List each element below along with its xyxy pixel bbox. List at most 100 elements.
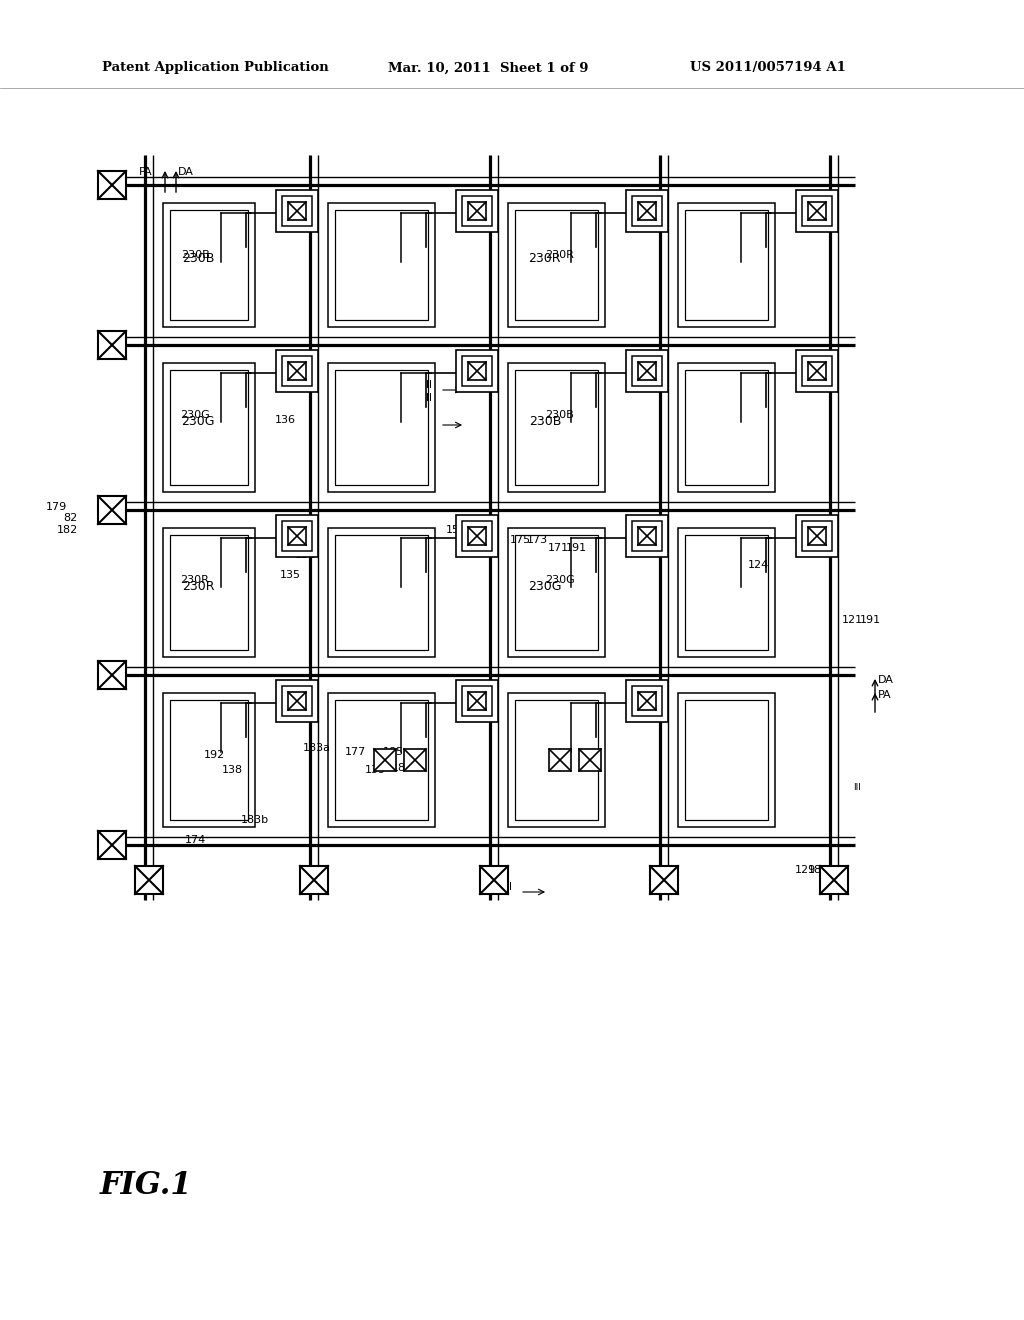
Bar	[98, 172, 126, 199]
Bar	[632, 686, 662, 715]
Bar	[328, 363, 435, 492]
Bar	[796, 515, 838, 557]
Bar	[632, 356, 662, 385]
Text: 230R: 230R	[180, 576, 210, 585]
Bar	[335, 370, 428, 484]
Bar	[549, 748, 571, 771]
Text: 230G: 230G	[528, 579, 561, 593]
Text: 192: 192	[204, 750, 225, 760]
Bar	[300, 866, 328, 894]
Bar	[685, 370, 768, 484]
Text: 230R: 230R	[528, 252, 561, 265]
Bar	[462, 195, 492, 226]
Text: 179: 179	[46, 502, 67, 512]
Text: 230G: 230G	[181, 414, 215, 428]
Text: 136: 136	[274, 414, 296, 425]
Text: 191: 191	[860, 615, 881, 624]
Text: Patent Application Publication: Patent Application Publication	[102, 62, 329, 74]
Bar	[638, 202, 656, 220]
Bar	[678, 203, 775, 327]
Text: US 2011/0057194 A1: US 2011/0057194 A1	[690, 62, 846, 74]
Bar	[276, 350, 318, 392]
Bar	[328, 528, 435, 657]
Bar	[170, 210, 248, 319]
Text: 230G: 230G	[545, 576, 574, 585]
Text: II: II	[426, 380, 432, 389]
Bar	[276, 680, 318, 722]
Bar	[808, 527, 826, 545]
Bar	[282, 195, 312, 226]
Text: FIG.1: FIG.1	[100, 1170, 193, 1200]
Bar	[288, 202, 306, 220]
Bar	[515, 535, 598, 649]
Text: 230B: 230B	[182, 252, 214, 265]
Bar	[135, 866, 163, 894]
Text: Mar. 10, 2011  Sheet 1 of 9: Mar. 10, 2011 Sheet 1 of 9	[388, 62, 589, 74]
Bar	[802, 356, 831, 385]
Text: 135: 135	[280, 570, 300, 579]
Bar	[508, 528, 605, 657]
Bar	[328, 203, 435, 327]
Text: 175: 175	[510, 535, 531, 545]
Bar	[508, 363, 605, 492]
Text: 181: 181	[808, 865, 829, 875]
Bar	[282, 686, 312, 715]
Bar	[468, 692, 486, 710]
Bar	[335, 210, 428, 319]
Bar	[282, 356, 312, 385]
Bar	[98, 331, 126, 359]
Bar	[626, 350, 668, 392]
Bar	[335, 700, 428, 820]
Bar	[468, 362, 486, 380]
Text: II: II	[426, 393, 432, 403]
Bar	[808, 362, 826, 380]
Bar	[638, 692, 656, 710]
Text: 173: 173	[527, 535, 548, 545]
Bar	[508, 203, 605, 327]
Bar	[288, 692, 306, 710]
Bar	[282, 521, 312, 550]
Bar	[328, 693, 435, 828]
Text: 171: 171	[548, 543, 569, 553]
Bar	[288, 527, 306, 545]
Bar	[515, 370, 598, 484]
Text: 230R: 230R	[181, 579, 214, 593]
Bar	[170, 370, 248, 484]
Text: 230B: 230B	[180, 249, 209, 260]
Text: 174: 174	[184, 836, 206, 845]
Bar	[808, 202, 826, 220]
Bar	[796, 350, 838, 392]
Bar	[163, 528, 255, 657]
Bar	[638, 362, 656, 380]
Bar	[98, 832, 126, 859]
Text: III: III	[853, 784, 861, 792]
Bar	[163, 693, 255, 828]
Text: 230R: 230R	[546, 249, 574, 260]
Bar	[98, 661, 126, 689]
Bar	[678, 363, 775, 492]
Bar	[678, 528, 775, 657]
Bar	[276, 190, 318, 232]
Bar	[638, 527, 656, 545]
Bar	[288, 362, 306, 380]
Bar	[515, 210, 598, 319]
Text: 137: 137	[465, 366, 485, 375]
Text: 230B: 230B	[528, 414, 561, 428]
Text: 131: 131	[295, 550, 315, 560]
Text: 177: 177	[344, 747, 366, 756]
Text: 138: 138	[222, 766, 243, 775]
Text: 139: 139	[365, 766, 386, 775]
Bar	[802, 521, 831, 550]
Bar	[632, 521, 662, 550]
Text: 154: 154	[445, 525, 467, 535]
Text: 129: 129	[795, 865, 816, 875]
Text: 121: 121	[842, 615, 863, 624]
Bar	[650, 866, 678, 894]
Bar	[678, 693, 775, 828]
Bar	[796, 190, 838, 232]
Bar	[626, 680, 668, 722]
Bar	[820, 866, 848, 894]
Text: 81: 81	[820, 865, 835, 875]
Bar	[335, 535, 428, 649]
Bar	[626, 515, 668, 557]
